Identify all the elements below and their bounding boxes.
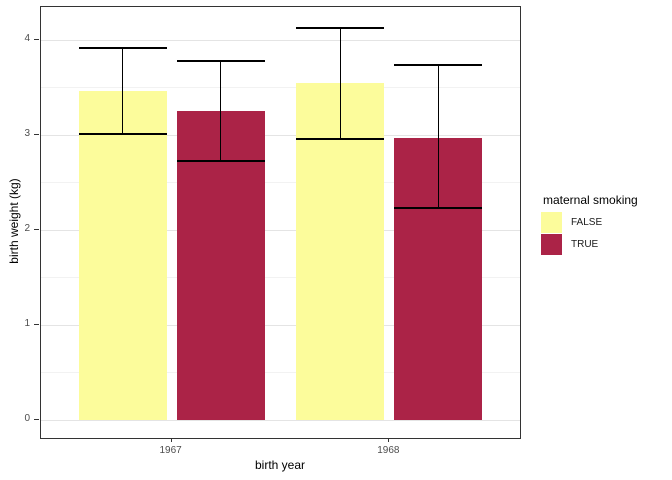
major-gridline [41, 134, 520, 136]
minor-gridline [41, 372, 520, 374]
y-tick-mark [34, 323, 39, 325]
errorbar-line-1968-true [437, 65, 440, 208]
errorbar-cap-low-1967-false [78, 132, 167, 135]
errorbar-line-1968-false [339, 28, 342, 139]
x-tick-label: 1968 [377, 445, 400, 456]
major-gridline [41, 324, 520, 326]
legend-label-false: FALSE [571, 217, 603, 228]
y-tick-label: 3 [24, 127, 30, 139]
y-tick-label: 4 [24, 32, 30, 44]
legend-key-true: TRUE [541, 234, 638, 255]
errorbar-cap-high-1967-false [78, 47, 167, 50]
errorbar-cap-high-1968-true [394, 64, 483, 67]
x-tick-label: 1967 [159, 445, 182, 456]
y-axis-title: birth weight (kg) [7, 178, 21, 264]
x-axis-title: birth year [254, 458, 306, 472]
y-tick-mark [34, 419, 39, 420]
errorbar-cap-low-1967-true [176, 160, 265, 163]
major-gridline [41, 229, 520, 231]
minor-gridline [41, 182, 520, 184]
legend-swatch-false [541, 212, 562, 233]
errorbar-cap-low-1968-false [296, 137, 385, 140]
minor-gridline [41, 87, 520, 89]
bar-1967-false [78, 90, 167, 420]
y-tick-mark [34, 133, 39, 135]
y-tick-mark [34, 228, 39, 230]
major-gridline [41, 39, 520, 41]
legend-swatch-true [541, 234, 562, 255]
y-tick-label: 0 [24, 413, 30, 424]
errorbar-line-1967-false [121, 48, 124, 134]
legend-key-false: FALSE [541, 212, 638, 233]
y-tick-mark [34, 38, 39, 40]
legend: maternal smoking FALSE TRUE [541, 194, 638, 256]
legend-label-true: TRUE [571, 239, 599, 250]
errorbar-cap-low-1968-true [394, 206, 483, 209]
minor-gridline [41, 277, 520, 279]
y-tick-label: 1 [24, 317, 30, 329]
legend-keys: FALSE TRUE [541, 212, 638, 255]
major-gridline [41, 420, 520, 421]
legend-title: maternal smoking [543, 193, 638, 207]
errorbar-cap-high-1967-true [176, 59, 265, 62]
plot-panel [40, 6, 521, 439]
errorbar-cap-high-1968-false [296, 27, 385, 30]
errorbar-line-1967-true [219, 60, 222, 162]
bar-1967-true [176, 110, 265, 420]
